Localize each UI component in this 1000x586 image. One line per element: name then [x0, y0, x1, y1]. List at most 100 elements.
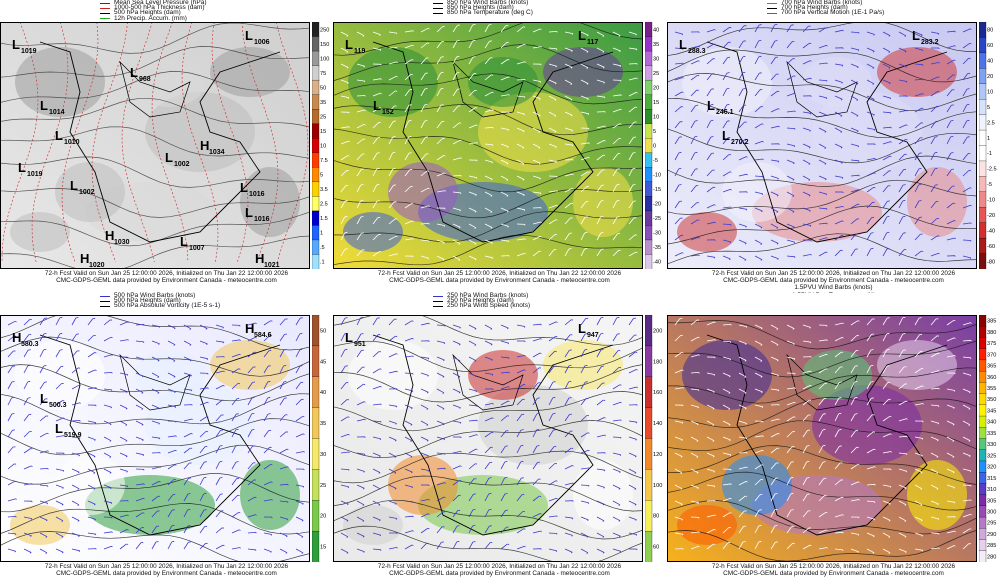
wind-barb — [738, 88, 746, 97]
colorbar-swatch — [979, 505, 987, 518]
wind-barb — [39, 548, 48, 554]
wind-barb — [548, 532, 558, 535]
colorbar-swatch — [979, 83, 987, 100]
wind-barb — [882, 185, 891, 193]
map-panel-4: 500 hPa Wind Barbs (knots) 500 hPa Height… — [0, 292, 333, 586]
wind-barb — [167, 404, 177, 408]
wind-barb — [580, 216, 588, 225]
wind-barb — [55, 484, 64, 489]
wind-barb — [468, 404, 478, 407]
wind-barb — [356, 548, 365, 553]
wind-barb — [183, 477, 192, 486]
wind-barb — [215, 493, 223, 502]
wind-barb — [882, 348, 890, 358]
wind-barb — [628, 184, 636, 193]
colorbar: 385 380 375 370 365 360 355 350 345 340 335 330 325 3… — [979, 315, 1000, 562]
svg-text:L: L — [55, 128, 63, 143]
wind-barb — [946, 89, 955, 97]
wind-barb — [786, 207, 795, 213]
wind-barb — [882, 155, 892, 161]
wind-barb — [167, 388, 176, 394]
wind-barb — [882, 200, 890, 209]
field-shading — [55, 455, 125, 515]
wind-barb — [754, 479, 763, 486]
wind-barb — [500, 356, 510, 359]
wind-barb — [914, 183, 922, 193]
wind-barb — [468, 448, 478, 454]
wind-barb — [930, 516, 940, 521]
wind-barb — [946, 74, 956, 81]
wind-barb — [818, 143, 827, 149]
wind-barb — [279, 349, 287, 358]
wind-barb — [690, 168, 698, 177]
wind-barb — [946, 372, 956, 375]
wind-barb — [404, 337, 414, 342]
wind-barb — [850, 429, 859, 438]
wind-barb — [516, 398, 525, 406]
thickness-line — [91, 22, 128, 263]
wind-barb — [340, 348, 348, 358]
wind-barb — [388, 468, 397, 474]
wind-barb — [151, 510, 160, 518]
wind-barb — [612, 138, 621, 145]
wind-barb — [39, 468, 49, 470]
svg-text:270.2: 270.2 — [731, 139, 749, 146]
field-shading — [55, 162, 125, 222]
map-frame — [667, 22, 977, 269]
wind-barb — [690, 89, 699, 97]
colorbar-label: 300 — [987, 509, 996, 515]
wind-barb — [404, 320, 414, 326]
wind-barb — [484, 127, 494, 129]
wind-barb — [962, 239, 972, 242]
wind-barb — [930, 436, 939, 442]
wind-barb — [898, 435, 908, 438]
wind-barb — [596, 516, 605, 522]
wind-barb — [356, 366, 365, 374]
wind-barb — [674, 404, 684, 407]
wind-barb — [866, 318, 875, 326]
wind-barb — [404, 255, 414, 258]
wind-barb — [946, 500, 956, 504]
wind-barb — [532, 159, 541, 165]
wind-barb — [55, 435, 65, 438]
colorbar-label: 35 — [320, 421, 326, 427]
hudson-bay-outline — [786, 353, 858, 411]
wind-barb — [612, 79, 622, 82]
wind-barb — [452, 340, 461, 346]
wind-barb — [770, 175, 779, 180]
wind-barb — [674, 369, 684, 374]
svg-text:1016: 1016 — [254, 216, 270, 223]
wind-barb — [850, 320, 860, 326]
wind-barb — [898, 124, 908, 129]
wind-barb — [404, 238, 414, 241]
wind-barb — [87, 352, 97, 358]
wind-barb — [532, 530, 542, 534]
wind-barb — [580, 156, 590, 161]
wind-barb — [882, 126, 892, 129]
wind-barb — [340, 215, 348, 225]
wind-barb — [802, 143, 811, 149]
wind-barb — [247, 337, 257, 342]
wind-barb — [484, 191, 493, 197]
wind-barb — [532, 445, 540, 454]
wind-barb — [770, 340, 779, 346]
wind-barb — [404, 544, 414, 550]
wind-barb — [404, 484, 413, 489]
wind-barb — [818, 62, 828, 65]
wind-barb — [231, 339, 241, 342]
wind-barb — [786, 372, 796, 375]
svg-text:1034: 1034 — [209, 149, 225, 156]
wind-barb — [263, 365, 271, 374]
contour-line — [667, 179, 977, 215]
wind-barb — [770, 143, 780, 145]
wind-barb — [420, 340, 430, 342]
wind-barb — [738, 239, 747, 245]
low-pressure-label: L 951 — [345, 330, 366, 348]
wind-barb — [628, 121, 637, 129]
wind-barb — [564, 334, 573, 342]
colorbar-swatch — [645, 65, 653, 81]
field-shading — [343, 505, 403, 545]
wind-barb — [87, 387, 97, 390]
wind-barb — [468, 524, 476, 534]
wind-barb — [866, 397, 874, 406]
